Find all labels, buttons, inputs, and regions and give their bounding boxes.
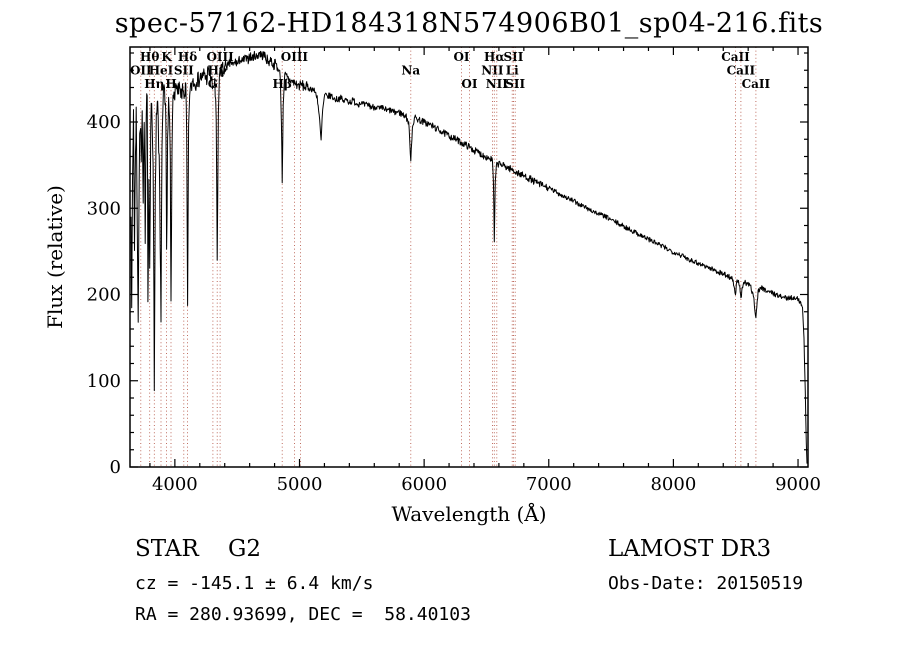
x-tick-label: 8000 <box>650 474 696 495</box>
y-tick-label: 300 <box>87 198 121 219</box>
spectral-line-label: Hδ <box>178 50 197 64</box>
survey-name: LAMOST DR3 <box>608 536 771 562</box>
x-tick-label: 5000 <box>277 474 323 495</box>
y-tick-label: 0 <box>110 457 121 478</box>
spectral-line-label: CaII <box>727 64 756 78</box>
ra-dec: RA = 280.93699, DEC = 58.40103 <box>135 604 471 625</box>
obs-date: Obs-Date: 20150519 <box>608 573 803 594</box>
y-tick-label: 100 <box>87 371 121 392</box>
spectral-line-label: OI <box>453 50 469 64</box>
spectral-line-label: SII <box>503 50 523 64</box>
y-axis-label: Flux (relative) <box>43 185 67 329</box>
spectral-line-label: K <box>161 50 172 64</box>
spectral-line-label: Hθ <box>140 50 159 64</box>
axes-frame <box>129 46 809 468</box>
x-axis-label: Wavelength (Å) <box>391 501 546 526</box>
cz-value: cz = -145.1 ± 6.4 km/s <box>135 573 373 594</box>
spectral-line-label: Hβ <box>273 77 292 91</box>
spectral-line-label: Na <box>401 64 420 78</box>
x-tick-label: 4000 <box>152 474 198 495</box>
spectral-line-label: NII <box>486 77 509 91</box>
axis-ticks-layer <box>130 47 808 468</box>
spectral-line-label: OIII <box>281 50 309 64</box>
spectral-line-label: CaII <box>721 50 750 64</box>
spectral-line-label: Hα <box>484 50 505 64</box>
spectral-line-label: Hη <box>144 77 164 91</box>
object-subclass: G2 <box>228 536 261 562</box>
spectrum-trace-layer <box>130 50 808 464</box>
spectral-line-label: OII <box>130 64 152 78</box>
axis-tick-labels-layer: 4000 5000 6000 7000 8000 9000 0 100 200 300 400 <box>87 112 821 495</box>
spectral-line-label: G <box>208 77 218 91</box>
y-tick-label: 200 <box>87 285 121 306</box>
x-tick-label: 6000 <box>401 474 447 495</box>
spectrum-trace <box>130 50 808 464</box>
spectral-line-label: H <box>165 77 176 91</box>
spectral-line-label: Li <box>506 64 519 78</box>
x-tick-label: 7000 <box>526 474 572 495</box>
spectral-line-label: HeI <box>149 64 174 78</box>
spectral-line-label: CaII <box>742 77 771 91</box>
spectral-line-markers-layer: OIIHθHηHeIKHSIIHδGHγOIIIHβOIIINaOIOINIIH… <box>130 47 771 467</box>
spectral-line-label: SII <box>505 77 525 91</box>
y-tick-label: 400 <box>87 112 121 133</box>
spectral-line-label: SII <box>174 64 194 78</box>
plot-title: spec-57162-HD184318N574906B01_sp04-216.f… <box>115 8 824 39</box>
x-tick-label: 9000 <box>775 474 821 495</box>
object-class: STAR <box>135 536 199 562</box>
spectral-line-label: OIII <box>206 50 234 64</box>
spectral-line-label: OI <box>461 77 477 91</box>
spectral-line-label: NII <box>481 64 504 78</box>
